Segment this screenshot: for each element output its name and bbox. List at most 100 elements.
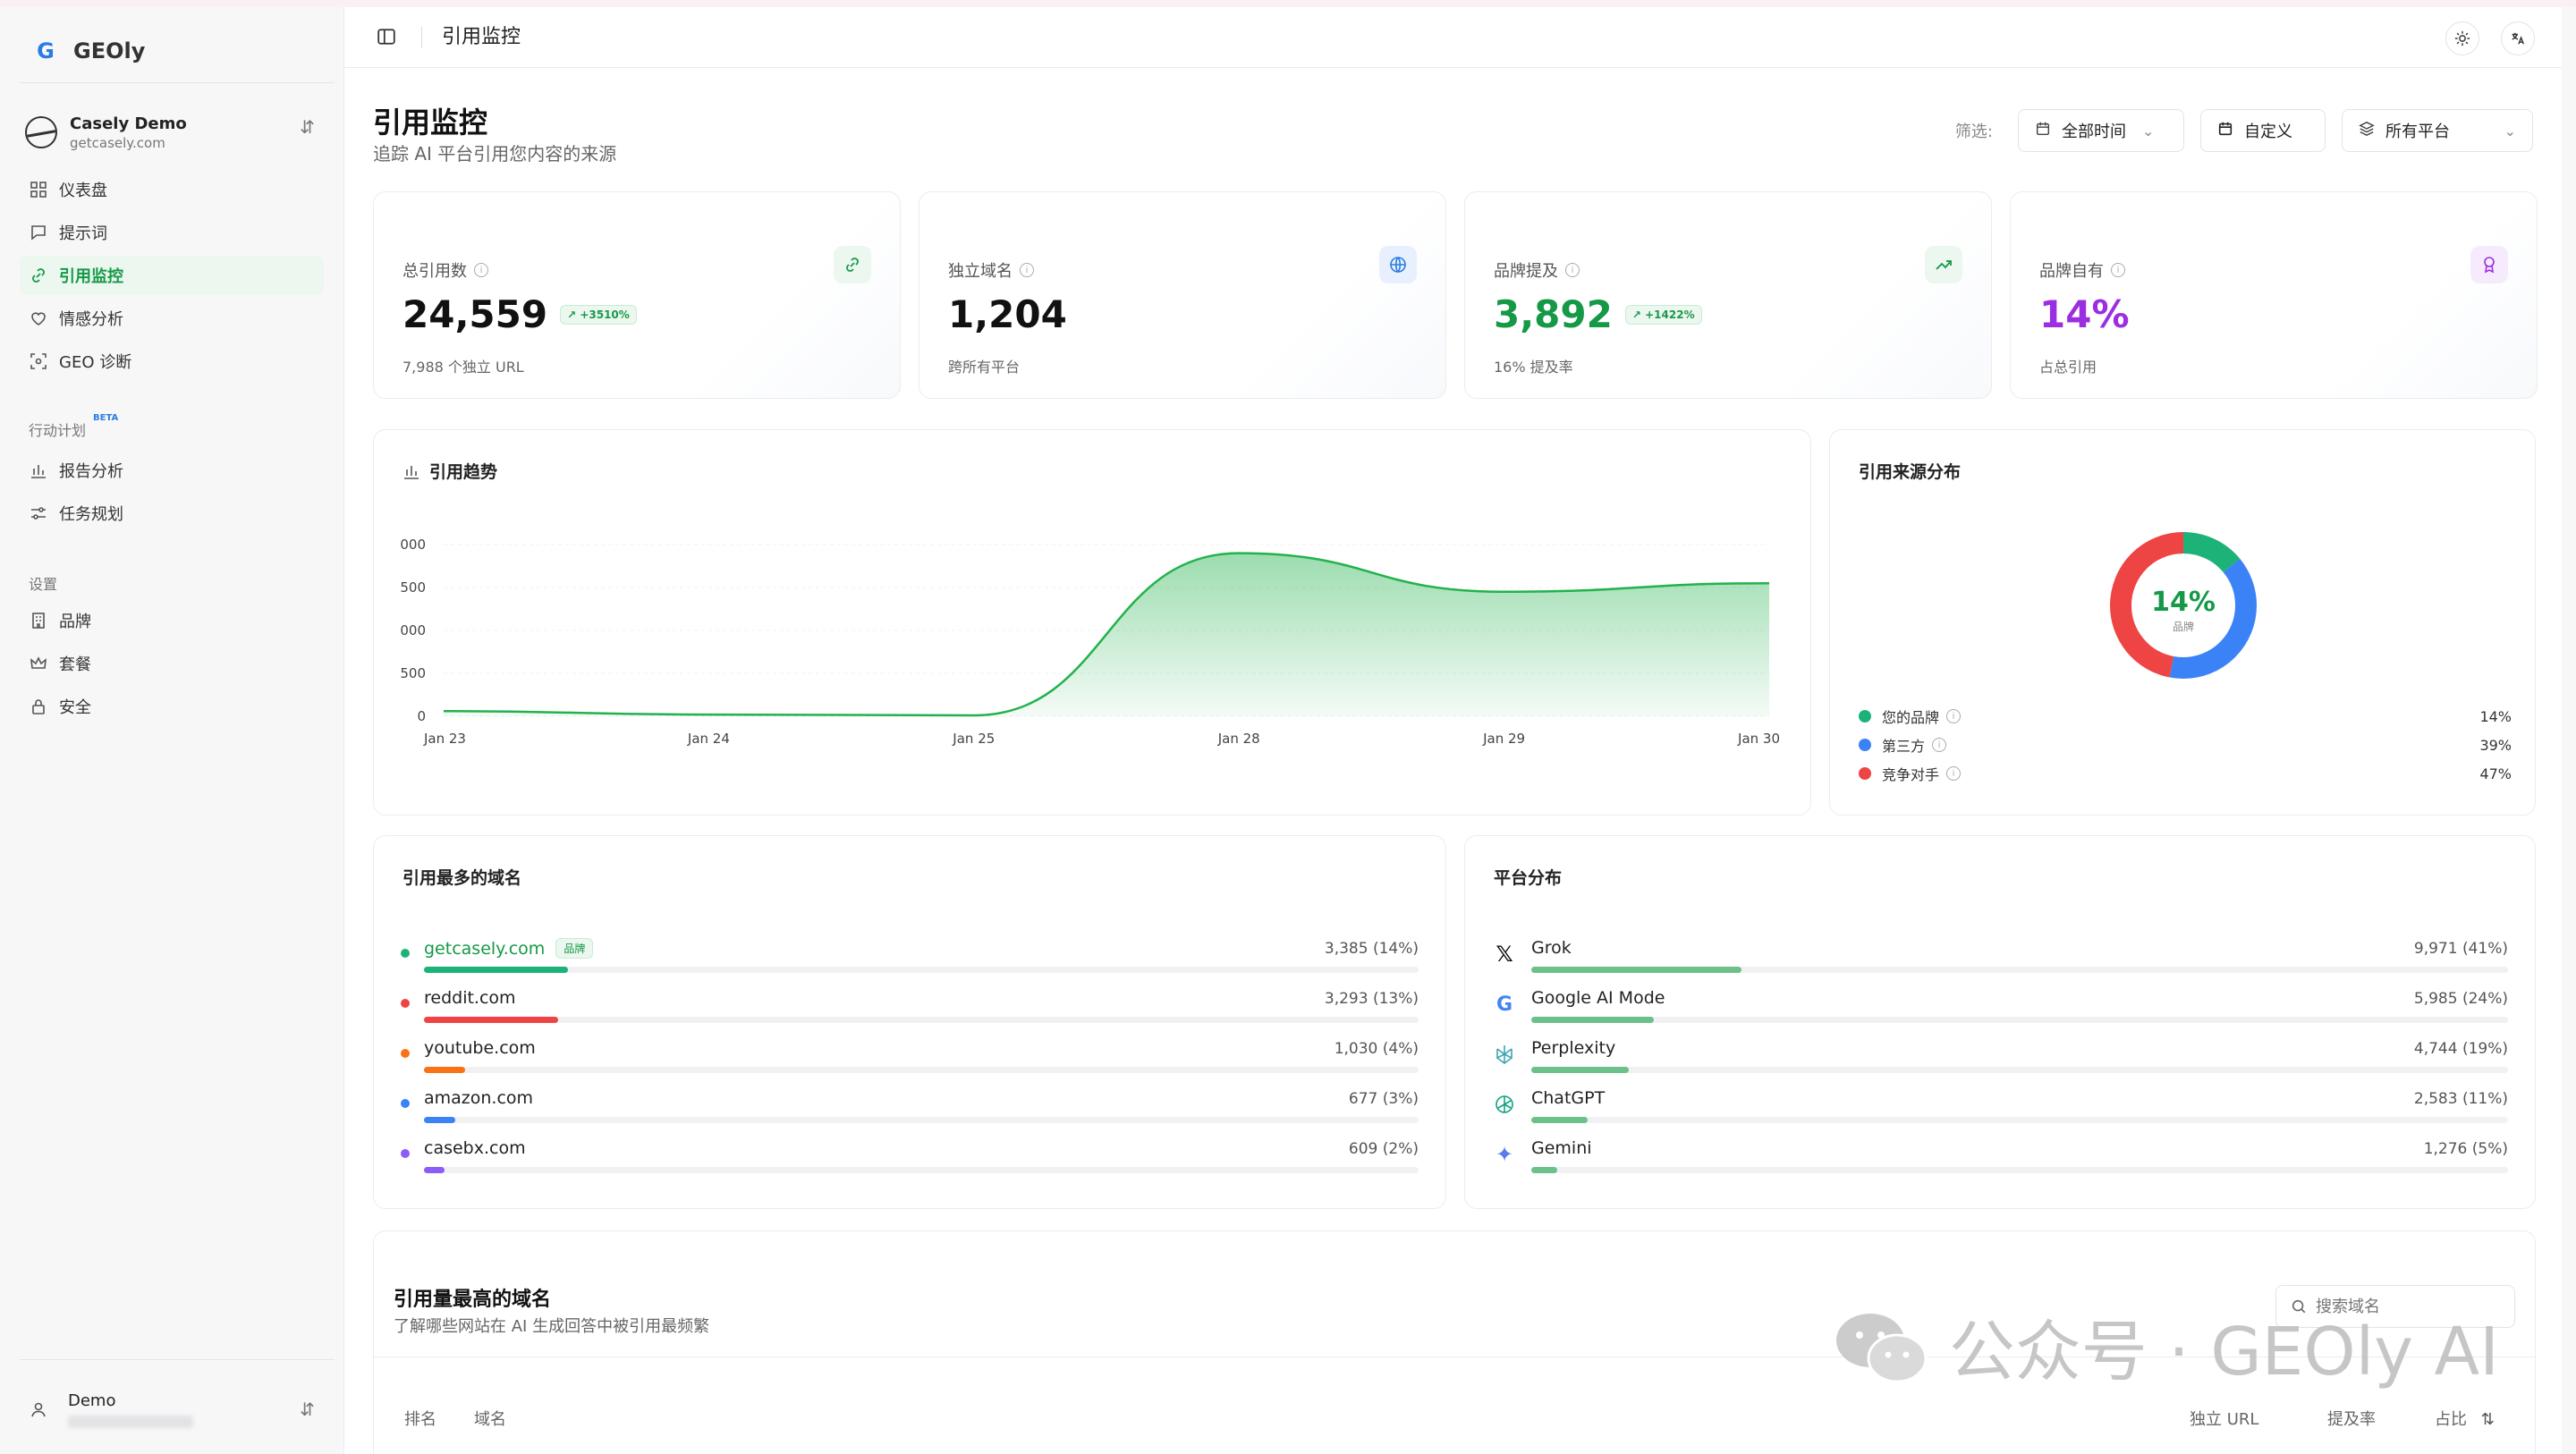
info-icon[interactable]: i xyxy=(1932,738,1947,752)
y-tick-label: 000 xyxy=(400,622,426,638)
calendar-icon xyxy=(2035,121,2051,141)
domain-row[interactable]: getcasely.com 品牌 3,385 (14%) xyxy=(401,936,1419,981)
nav-item-tasks[interactable]: 任务规划 xyxy=(20,494,324,533)
platform-filter-value: 所有平台 xyxy=(2385,123,2450,141)
bar-chart-icon xyxy=(29,461,48,480)
app-logo[interactable]: G GEOly xyxy=(32,38,145,64)
beta-badge: BETA xyxy=(93,413,119,423)
custom-date-button[interactable]: 自定义 xyxy=(2200,109,2326,152)
domain-dot xyxy=(401,999,410,1008)
nav-item-sentiment[interactable]: 情感分析 xyxy=(20,299,324,338)
brand-tag: 品牌 xyxy=(555,938,594,959)
card-title: 引用最多的域名 xyxy=(402,868,522,888)
domain-name: getcasely.com 品牌 xyxy=(424,938,594,959)
trend-up-icon xyxy=(1925,246,1962,283)
column-header-share[interactable]: 占比 ⇅ xyxy=(2435,1407,2495,1430)
time-filter-select[interactable]: 全部时间 ⌄ xyxy=(2018,109,2184,152)
domain-row[interactable]: amazon.com 677 (3%) xyxy=(401,1086,1419,1131)
legend-label: 您的品牌 xyxy=(1882,709,1940,726)
stat-label: 品牌自有 xyxy=(2039,262,2104,281)
nav-item-label: 提示词 xyxy=(59,224,107,243)
platform-name: Perplexity xyxy=(1531,1038,1616,1058)
card-title: 引用来源分布 xyxy=(1859,462,1962,482)
stat-label: 品牌提及 xyxy=(1494,262,1558,281)
distribution-legend-item: 竞争对手 i 47% xyxy=(1859,763,2512,784)
domain-row[interactable]: casebx.com 609 (2%) xyxy=(401,1137,1419,1181)
watermark: 公众号 · GEOly AI xyxy=(1833,1298,2499,1394)
platform-row[interactable]: ✦ Gemini 1,276 (5%) xyxy=(1492,1137,2508,1181)
trend-up-icon: ↗ xyxy=(567,308,577,321)
filter-label: 筛选: xyxy=(1954,123,1993,141)
workspace-switcher[interactable]: Casely Demo getcasely.com ⇵ xyxy=(25,107,320,157)
nav-item-dashboard[interactable]: 仪表盘 xyxy=(20,170,324,209)
domain-search-input[interactable] xyxy=(2316,1297,2504,1316)
info-icon[interactable]: i xyxy=(1946,709,1962,723)
stat-card-brand-mentions: 品牌提及 i 3,892 ↗ +1422% 16% 提及率 xyxy=(1464,191,1992,399)
chatgpt-icon xyxy=(1492,1092,1517,1117)
language-toggle-button[interactable] xyxy=(2501,21,2535,55)
top-domains-card: 引用最多的域名 getcasely.com 品牌 3,385 (14%) reddit… xyxy=(373,835,1446,1209)
domain-name: casebx.com xyxy=(424,1138,526,1158)
platform-row[interactable]: G Google AI Mode 5,985 (24%) xyxy=(1492,986,2508,1031)
user-menu[interactable]: Demo ⇵ xyxy=(25,1384,320,1434)
card-title: 引用趋势 xyxy=(429,462,498,482)
x-tick-label: Jan 24 xyxy=(687,731,730,747)
theme-toggle-button[interactable] xyxy=(2445,21,2479,55)
nav-item-brand[interactable]: 品牌 xyxy=(20,601,324,640)
platform-value: 1,276 (5%) xyxy=(2423,1140,2508,1158)
domain-row[interactable]: reddit.com 3,293 (13%) xyxy=(401,986,1419,1031)
column-header-rank[interactable]: 排名 xyxy=(404,1410,436,1429)
column-header-mention-rate[interactable]: 提及率 xyxy=(2327,1410,2376,1429)
sidebar-toggle-icon[interactable] xyxy=(377,27,398,48)
sidebar-divider xyxy=(20,82,335,83)
domain-bar-track xyxy=(424,1167,1419,1173)
platform-row[interactable]: 𝕏 Grok 9,971 (41%) xyxy=(1492,936,2508,981)
platform-value: 5,985 (24%) xyxy=(2413,990,2508,1008)
info-icon[interactable]: i xyxy=(1946,766,1962,781)
domain-bar-fill xyxy=(424,1117,455,1123)
platform-row[interactable]: Perplexity 4,744 (19%) xyxy=(1492,1036,2508,1081)
trend-line xyxy=(443,552,1770,717)
platform-bar-track xyxy=(1531,967,2508,973)
chevron-up-down-icon: ⇵ xyxy=(300,116,315,138)
domain-row[interactable]: youtube.com 1,030 (4%) xyxy=(401,1036,1419,1081)
platform-bar-fill xyxy=(1531,1017,1655,1023)
gemini-icon: ✦ xyxy=(1495,1142,1514,1167)
stat-delta-badge: ↗ +1422% xyxy=(1624,304,1702,325)
domain-bar-fill xyxy=(424,967,569,973)
info-icon[interactable]: i xyxy=(474,263,488,277)
stat-subtext: 跨所有平台 xyxy=(948,359,1021,376)
nav-item-security[interactable]: 安全 xyxy=(20,687,324,726)
column-header-unique-urls[interactable]: 独立 URL xyxy=(2190,1410,2259,1429)
nav-item-prompts[interactable]: 提示词 xyxy=(20,213,324,252)
table-subtitle: 了解哪些网站在 AI 生成回答中被引用最频繁 xyxy=(394,1317,710,1336)
stat-delta-badge: ↗ +3510% xyxy=(560,304,637,325)
platform-name: Gemini xyxy=(1531,1138,1592,1158)
stat-label: 独立域名 xyxy=(948,262,1013,281)
domain-search-field[interactable] xyxy=(2275,1285,2515,1328)
domain-bar-track xyxy=(424,1117,1419,1123)
platform-filter-select[interactable]: 所有平台 ⌄ xyxy=(2342,109,2533,152)
nav-item-citations[interactable]: 引用监控 xyxy=(20,256,324,295)
message-icon xyxy=(29,223,48,242)
nav-item-geo-diagnosis[interactable]: GEO 诊断 xyxy=(20,342,324,381)
stat-value: 1,204 xyxy=(948,292,1067,336)
workspace-avatar xyxy=(25,116,57,148)
domain-bar-fill xyxy=(424,1017,558,1023)
nav-item-reports[interactable]: 报告分析 xyxy=(20,451,324,490)
chevron-down-icon: ⌄ xyxy=(2504,122,2516,139)
stat-subtext: 7,988 个独立 URL xyxy=(402,359,524,376)
info-icon[interactable]: i xyxy=(2111,263,2125,277)
info-icon[interactable]: i xyxy=(1020,263,1034,277)
nav-item-plan[interactable]: 套餐 xyxy=(20,644,324,683)
section-title-settings: 设置 xyxy=(29,576,58,593)
donut-slice[interactable] xyxy=(2110,532,2257,679)
donut-slice[interactable] xyxy=(2110,532,2257,679)
stat-subtext: 占总引用 xyxy=(2039,359,2097,376)
nav-item-label: GEO 诊断 xyxy=(59,353,132,372)
stat-card-brand-owned: 品牌自有 i 14% 占总引用 xyxy=(2010,191,2538,399)
domain-dot xyxy=(401,949,410,958)
column-header-domain[interactable]: 域名 xyxy=(474,1410,506,1429)
platform-row[interactable]: ChatGPT 2,583 (11%) xyxy=(1492,1086,2508,1131)
info-icon[interactable]: i xyxy=(1565,263,1580,277)
